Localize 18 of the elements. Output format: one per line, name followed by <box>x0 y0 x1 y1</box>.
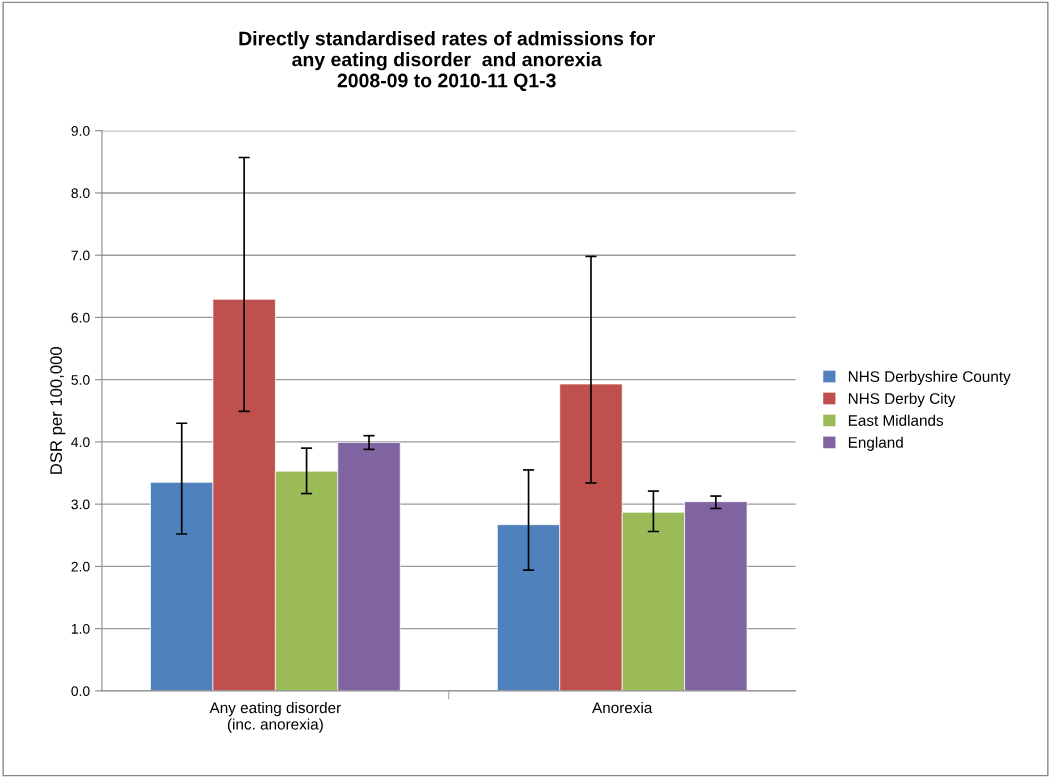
y-tick-label: 7.0 <box>71 250 90 261</box>
y-tick-label: 3.0 <box>71 499 90 510</box>
chart-title: Directly standardised rates of admissions for any eating disorder and anorexia 2008-09 to 2010-11 Q1-3 <box>239 31 655 92</box>
legend-label: NHS Derby City <box>848 392 956 407</box>
y-tick-label: 6.0 <box>71 312 90 323</box>
y-tick-label: 9.0 <box>71 126 90 136</box>
y-axis-title: DSR per 100,000 <box>50 347 66 474</box>
legend-label: NHS Derbyshire County <box>848 370 1011 385</box>
y-tick-label: 5.0 <box>71 375 90 385</box>
y-tick-label: 4.0 <box>71 437 90 448</box>
y-tick-label: 2.0 <box>71 561 90 572</box>
legend-label: England <box>848 436 903 451</box>
x-tick-label: Any eating disorder (inc. anorexia) <box>209 701 341 733</box>
legend-label: East Midlands <box>848 414 944 426</box>
x-tick-label: Anorexia <box>592 701 653 714</box>
y-tick-label: 0.0 <box>71 686 90 697</box>
y-tick-label: 8.0 <box>71 188 90 199</box>
y-tick-label: 1.0 <box>71 623 90 634</box>
